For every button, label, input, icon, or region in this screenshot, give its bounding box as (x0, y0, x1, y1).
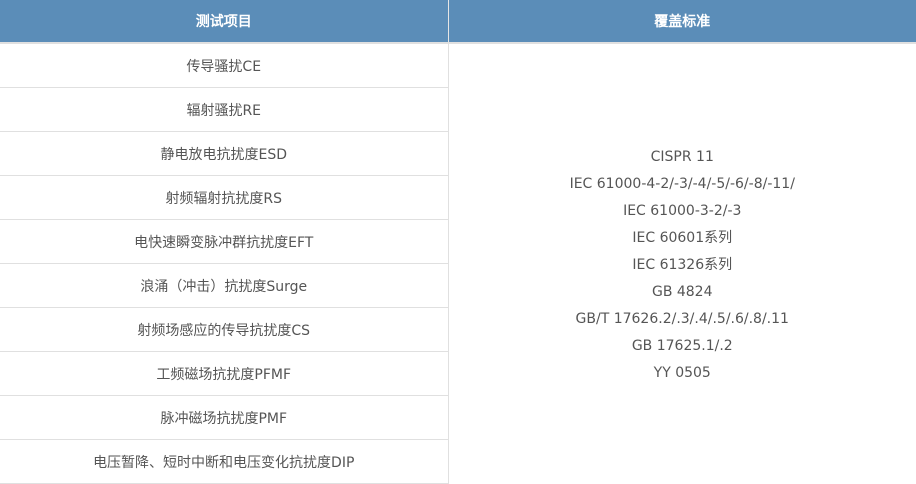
test-item-cell: 静电放电抗扰度ESD (0, 132, 448, 176)
standard-line: GB 17625.1/.2 (449, 333, 916, 360)
test-item-cell: 传导骚扰CE (0, 43, 448, 88)
standard-line: GB 4824 (449, 279, 916, 306)
test-item-cell: 射频场感应的传导抗扰度CS (0, 308, 448, 352)
standard-line: GB/T 17626.2/.3/.4/.5/.6/.8/.11 (449, 306, 916, 333)
test-item-cell: 电压暂降、短时中断和电压变化抗扰度DIP (0, 440, 448, 484)
test-item-cell: 电快速瞬变脉冲群抗扰度EFT (0, 220, 448, 264)
standard-line: IEC 60601系列 (449, 225, 916, 252)
standard-line: IEC 61326系列 (449, 252, 916, 279)
test-item-cell: 脉冲磁场抗扰度PMF (0, 396, 448, 440)
test-item-cell: 浪涌（冲击）抗扰度Surge (0, 264, 448, 308)
standard-line: CISPR 11 (449, 144, 916, 171)
test-item-cell: 射频辐射抗扰度RS (0, 176, 448, 220)
header-test-item: 测试项目 (0, 0, 448, 43)
standard-line: IEC 61000-4-2/-3/-4/-5/-6/-8/-11/ (449, 171, 916, 198)
test-item-cell: 辐射骚扰RE (0, 88, 448, 132)
standard-line: YY 0505 (449, 360, 916, 387)
standard-line: IEC 61000-3-2/-3 (449, 198, 916, 225)
header-standards: 覆盖标准 (448, 0, 916, 43)
test-item-cell: 工频磁场抗扰度PFMF (0, 352, 448, 396)
